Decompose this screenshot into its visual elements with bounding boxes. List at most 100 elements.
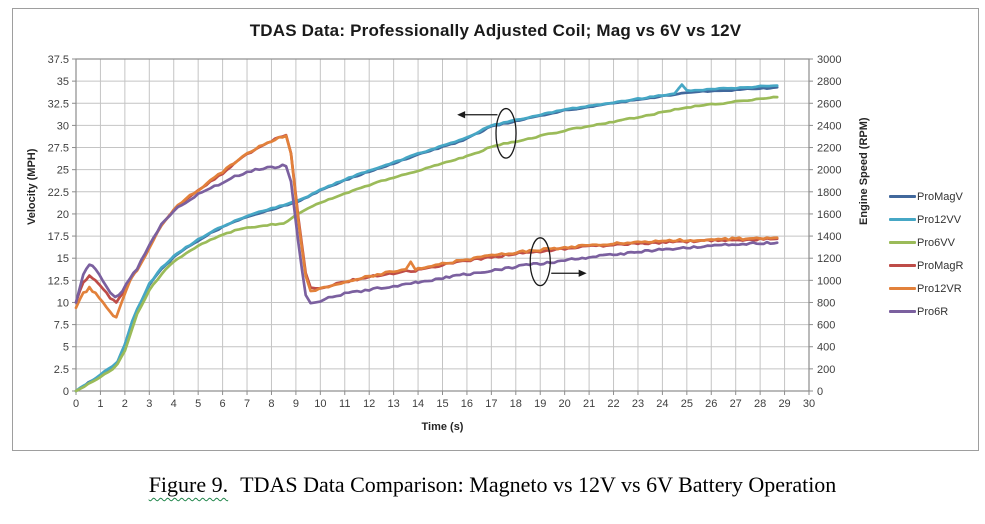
- legend-line-swatch: [889, 195, 916, 198]
- x-tick-label: 12: [363, 398, 375, 410]
- legend-label: ProMagV: [917, 190, 963, 203]
- y-left-tick-label: 20: [57, 209, 69, 221]
- x-tick-label: 8: [268, 398, 274, 410]
- x-tick-label: 9: [293, 398, 299, 410]
- series-line-pro6r: [74, 163, 779, 305]
- x-tick-label: 3: [146, 398, 152, 410]
- x-tick-label: 29: [778, 398, 790, 410]
- y-right-tick-label: 3000: [817, 54, 841, 66]
- y-left-tick-label: 7.5: [54, 320, 69, 332]
- figure-caption-text: TDAS Data Comparison: Magneto vs 12V vs …: [240, 472, 837, 497]
- y-right-tick-label: 2800: [817, 76, 841, 88]
- x-tick-label: 15: [436, 398, 448, 410]
- series-line-promagr: [74, 133, 779, 304]
- legend-label: Pro6VV: [917, 236, 955, 249]
- series-line-pro6vv: [74, 95, 779, 393]
- y-left-tick-label: 0: [63, 386, 69, 398]
- x-tick-label: 21: [583, 398, 595, 410]
- y-left-tick-label: 5: [63, 342, 69, 354]
- x-tick-label: 24: [656, 398, 668, 410]
- x-tick-label: 26: [705, 398, 717, 410]
- y-right-tick-label: 200: [817, 364, 835, 376]
- x-tick-label: 27: [730, 398, 742, 410]
- x-tick-label: 4: [171, 398, 177, 410]
- x-tick-label: 25: [681, 398, 693, 410]
- legend-item-promagv: ProMagV: [889, 185, 963, 208]
- y-right-tick-label: 1800: [817, 187, 841, 199]
- x-tick-label: 16: [461, 398, 473, 410]
- y-left-tick-label: 17.5: [48, 231, 69, 243]
- annotation-arrow-head: [457, 111, 466, 119]
- x-tick-label: 20: [559, 398, 571, 410]
- series-line-promagv: [74, 85, 779, 393]
- x-axis-label: Time (s): [421, 421, 464, 433]
- x-tick-label: 14: [412, 398, 424, 410]
- legend-line-swatch: [889, 264, 916, 267]
- legend-label: ProMagR: [917, 259, 964, 272]
- legend-item-promagr: ProMagR: [889, 254, 963, 277]
- y-right-tick-label: 2000: [817, 165, 841, 177]
- legend-label: Pro12VV: [917, 213, 962, 226]
- x-tick-label: 10: [314, 398, 326, 410]
- x-tick-label: 7: [244, 398, 250, 410]
- y-right-tick-label: 400: [817, 342, 835, 354]
- y-left-tick-label: 32.5: [48, 98, 69, 110]
- y-right-tick-label: 2200: [817, 143, 841, 155]
- y-right-tick-label: 2600: [817, 98, 841, 110]
- legend-label: Pro6R: [917, 305, 949, 318]
- chart-legend: ProMagV Pro12VV Pro6VV ProMagR Pro12VR P…: [889, 185, 963, 323]
- chart-plot-area: 02.557.51012.51517.52022.52527.53032.535…: [48, 54, 842, 410]
- y-left-tick-label: 27.5: [48, 143, 69, 155]
- y-left-tick-label: 35: [57, 76, 69, 88]
- figure-caption: Figure 9. TDAS Data Comparison: Magneto v…: [0, 472, 985, 498]
- legend-item-pro12vr: Pro12VR: [889, 277, 963, 300]
- x-tick-label: 17: [485, 398, 497, 410]
- y-left-tick-label: 25: [57, 165, 69, 177]
- legend-line-swatch: [889, 241, 916, 244]
- y-left-tick-label: 10: [57, 297, 69, 309]
- y-right-tick-label: 1000: [817, 275, 841, 287]
- y-right-tick-label: 1600: [817, 209, 841, 221]
- x-tick-label: 11: [339, 398, 350, 410]
- figure-caption-label: Figure 9.: [148, 472, 229, 497]
- x-tick-label: 5: [195, 398, 201, 410]
- y-right-tick-label: 800: [817, 297, 835, 309]
- x-tick-label: 13: [388, 398, 400, 410]
- x-tick-label: 30: [803, 398, 815, 410]
- x-tick-label: 6: [220, 398, 226, 410]
- annotation-ellipse: [529, 237, 551, 287]
- series-line-pro12vr: [74, 134, 779, 319]
- legend-item-pro12vv: Pro12VV: [889, 208, 963, 231]
- x-tick-label: 0: [73, 398, 79, 410]
- series-line-pro12vv: [74, 83, 779, 393]
- y-left-tick-label: 37.5: [48, 54, 69, 66]
- y-left-tick-label: 15: [57, 253, 69, 265]
- y-right-tick-label: 2400: [817, 120, 841, 132]
- legend-item-pro6r: Pro6R: [889, 300, 963, 323]
- chart-frame: 0 2.5 5 7.5 10 12.5 15 17.5 20 22.5 25 27.5 30 32.5 35…: [12, 8, 979, 451]
- x-tick-label: 2: [122, 398, 128, 410]
- y-right-tick-label: 0: [817, 386, 823, 398]
- x-tick-label: 19: [534, 398, 546, 410]
- legend-line-swatch: [889, 310, 916, 313]
- legend-line-swatch: [889, 287, 916, 290]
- y-left-tick-label: 22.5: [48, 187, 69, 199]
- legend-label: Pro12VR: [917, 282, 962, 295]
- y-left-tick-label: 2.5: [54, 364, 69, 376]
- x-tick-label: 18: [510, 398, 522, 410]
- y-left-tick-label: 12.5: [48, 275, 69, 287]
- x-tick-label: 28: [754, 398, 766, 410]
- annotation-arrow-head: [578, 269, 587, 277]
- y-right-tick-label: 600: [817, 320, 835, 332]
- y-right-tick-label: 1400: [817, 231, 841, 243]
- y-right-tick-label: 1200: [817, 253, 841, 265]
- y-left-tick-label: 30: [57, 120, 69, 132]
- x-tick-label: 23: [632, 398, 644, 410]
- legend-item-pro6vv: Pro6VV: [889, 231, 963, 254]
- chart-title: TDAS Data: Professionally Adjusted Coil;…: [249, 21, 742, 40]
- x-tick-label: 1: [97, 398, 103, 410]
- x-tick-label: 22: [607, 398, 619, 410]
- annotation-ellipse: [495, 107, 517, 159]
- legend-line-swatch: [889, 218, 916, 221]
